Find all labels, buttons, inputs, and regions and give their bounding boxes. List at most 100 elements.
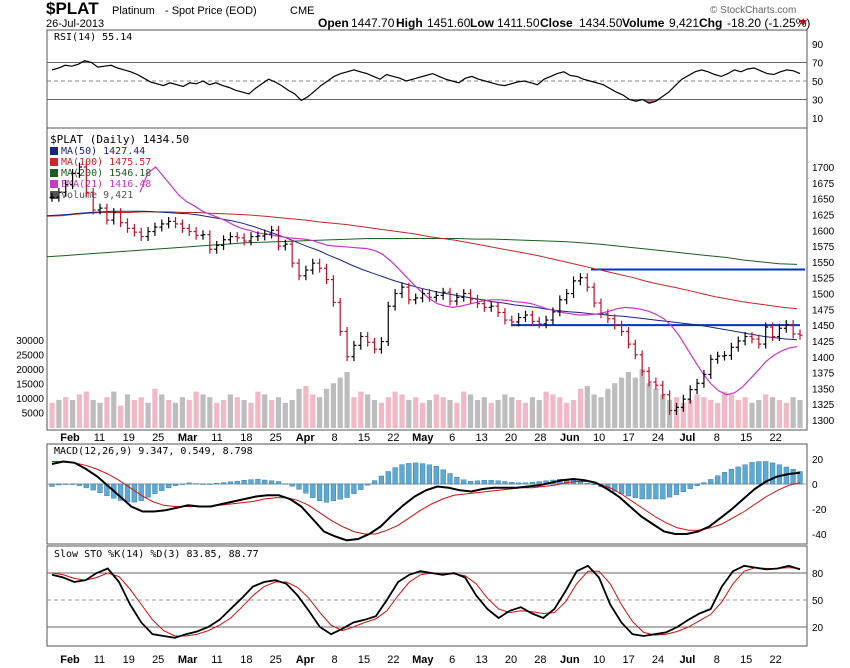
volume-bar (282, 402, 288, 428)
volume-bar (49, 402, 55, 428)
macd-tick-label: -20 (812, 505, 827, 516)
volume-bar (619, 377, 625, 428)
price-tick-label: 1300 (812, 416, 835, 427)
volume-bar (625, 372, 631, 428)
macd-panel-frame (46, 443, 808, 545)
legend-swatch (50, 180, 58, 188)
rsi-tick-label: 90 (812, 40, 824, 51)
volume-bar (378, 402, 384, 428)
volume-tick-label: 20000 (16, 365, 44, 376)
volume-bar (310, 394, 316, 428)
volume-bar (385, 397, 391, 428)
macd-histogram-bar (632, 483, 638, 498)
volume-label: Volume (622, 16, 665, 30)
instrument-name: Platinum (112, 5, 155, 17)
volume-bar (269, 400, 275, 428)
volume-bar (749, 402, 755, 428)
macd-histogram-bar (529, 482, 536, 485)
price-tick-label: 1525 (812, 274, 835, 285)
macd-histogram-bar (591, 483, 597, 486)
x-tick-label: 6 (449, 432, 455, 444)
volume-bar (63, 397, 69, 428)
macd-histogram-bar (433, 466, 439, 485)
volume-bar (454, 402, 460, 428)
volume-bar (426, 400, 432, 428)
x-tick-label: Jul (679, 432, 695, 444)
volume-bar (358, 391, 364, 428)
volume-bar (646, 383, 652, 428)
volume-bar (632, 377, 638, 428)
legend-label: Volume 9,421 (61, 190, 133, 201)
rsi-panel-frame (46, 29, 808, 129)
volume-bar (536, 400, 542, 428)
volume-bar (763, 394, 769, 428)
x-tick-label-bottom: 28 (534, 654, 546, 666)
volume-bar (598, 397, 604, 428)
macd-histogram-bar (426, 464, 433, 485)
x-tick-label: 8 (714, 432, 720, 444)
macd-tick-label: 20 (812, 455, 824, 466)
macd-histogram-bar (172, 483, 179, 486)
macd-histogram-bar (715, 475, 721, 485)
chg-value: -18.20 (-1.25%) (727, 16, 810, 30)
volume-bar (420, 402, 426, 428)
volume-bar (111, 391, 117, 428)
volume-bar (234, 397, 240, 428)
macd-histogram-bar (200, 483, 206, 485)
price-tick-label: 1425 (812, 337, 835, 348)
macd-histogram-bar (399, 464, 405, 485)
open-value: 1447.70 (351, 16, 395, 30)
price-tick-label: 1650 (812, 195, 835, 206)
x-tick-label: 20 (505, 432, 517, 444)
x-tick-label-bottom: 24 (652, 654, 664, 666)
x-tick-label-bottom: 20 (505, 654, 517, 666)
macd-histogram-bar (392, 467, 398, 485)
volume-bar (56, 400, 62, 428)
volume-bar (152, 388, 158, 428)
price-title: $PLAT (Daily) 1434.50 (50, 133, 189, 146)
sto-tick-label: 80 (812, 569, 824, 580)
macd-histogram-bar (770, 462, 776, 485)
macd-histogram-bar (145, 483, 151, 498)
low-value: 1411.50 (497, 16, 540, 30)
volume-bar (104, 397, 110, 428)
x-tick-label: 10 (593, 432, 605, 444)
volume-bar (721, 391, 728, 428)
volume-bar (97, 402, 103, 428)
x-tick-label: 13 (475, 432, 487, 444)
volume-bar (488, 402, 494, 428)
macd-histogram-bar (289, 483, 295, 487)
macd-histogram-bar (756, 461, 762, 485)
macd-histogram-bar (310, 483, 316, 499)
volume-bar (783, 402, 789, 428)
volume-bar (399, 394, 405, 428)
volume-bar (118, 405, 124, 428)
chart-date: 26-Jul-2013 (46, 18, 104, 30)
x-tick-label-bottom: 8 (332, 654, 338, 666)
macd-histogram-bar (673, 483, 680, 495)
volume-bar (605, 388, 611, 428)
volume-bar (83, 391, 89, 428)
symbol: $PLAT (46, 0, 99, 18)
volume-bar (207, 397, 213, 428)
macd-histogram-bar (255, 479, 261, 485)
volume-bar (76, 394, 82, 428)
exchange: CME (290, 5, 314, 17)
macd-histogram-bar (344, 483, 350, 498)
macd-histogram-bar (502, 481, 508, 485)
volume-tick-label: 5000 (22, 409, 45, 420)
x-tick-label-bottom: Apr (296, 654, 316, 666)
volume-bar (124, 394, 131, 428)
macd-histogram-bar (56, 483, 62, 486)
volume-bar (303, 386, 309, 428)
volume-bar (166, 400, 172, 428)
macd-histogram-bar (76, 483, 83, 486)
volume-bar (337, 377, 343, 428)
price-tick-label: 1675 (812, 179, 835, 190)
sto-d-line (51, 567, 801, 637)
volume-bar (90, 400, 96, 428)
low-label: Low (470, 16, 495, 30)
macd-histogram-bar (721, 472, 728, 485)
x-tick-label-bottom: 22 (387, 654, 399, 666)
